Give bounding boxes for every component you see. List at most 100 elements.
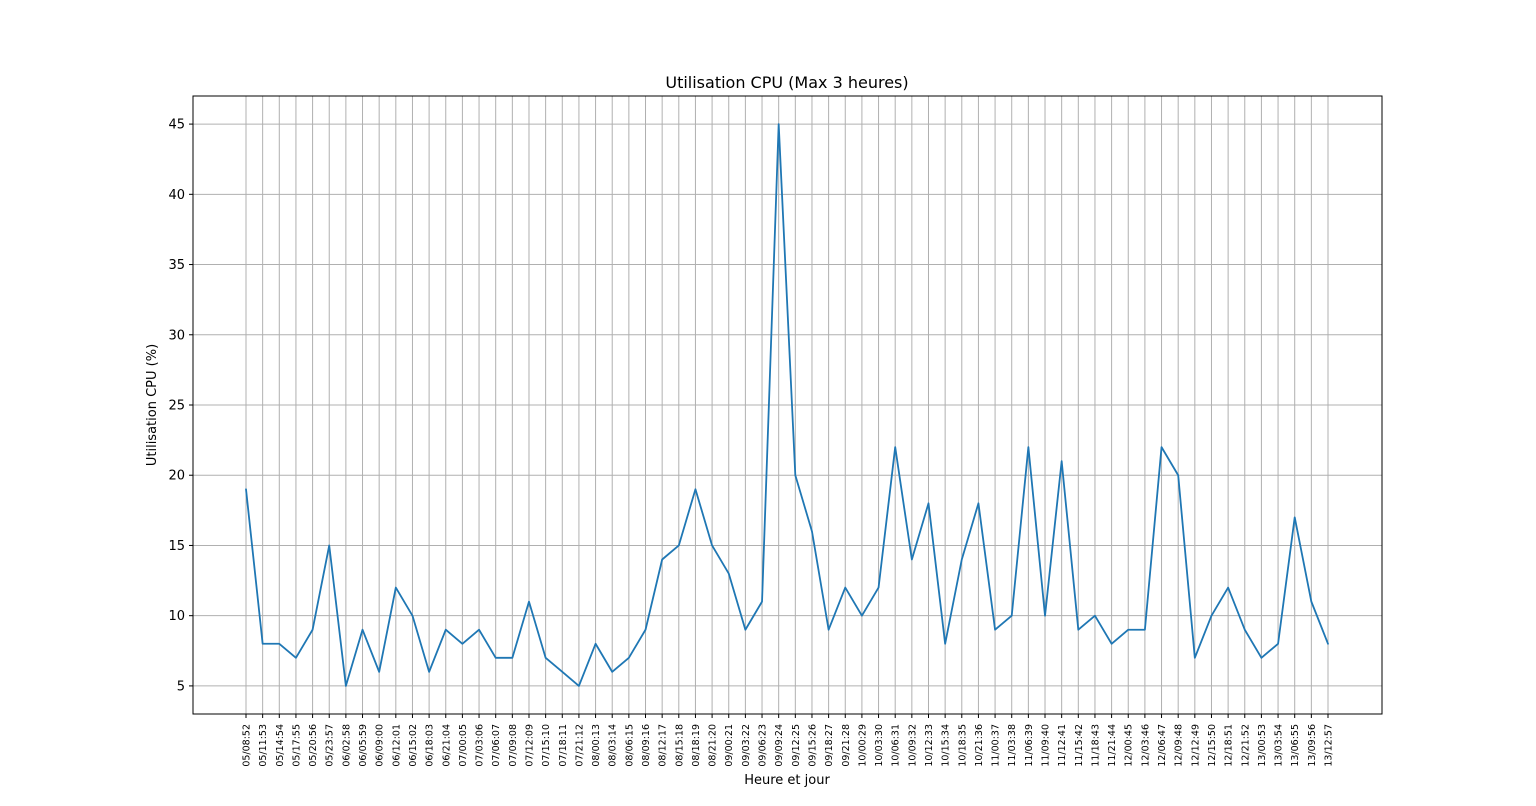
data-point <box>428 671 430 673</box>
x-tick-label: 08/00:13 <box>591 724 602 767</box>
x-tick-label: 11/06:39 <box>1024 724 1035 767</box>
data-point <box>595 643 597 645</box>
data-point <box>1310 601 1312 603</box>
x-tick-label: 09/03:22 <box>741 724 752 767</box>
x-tick-label: 08/15:18 <box>674 724 685 767</box>
x-axis-ticks: 05/08:52 05/11:53 05/14:54 05/17:55 05/20:56… <box>242 714 1335 767</box>
x-tick-label: 08/09:16 <box>641 724 652 767</box>
data-point <box>1077 629 1079 631</box>
x-tick-label: 09/09:24 <box>774 724 785 767</box>
data-point <box>1294 516 1296 518</box>
x-tick-label: 11/00:37 <box>991 724 1002 767</box>
data-point <box>844 587 846 589</box>
y-axis-label: Utilisation CPU (%) <box>145 344 160 466</box>
y-tick-label: 5 <box>177 679 185 694</box>
x-tick-label: 12/21:52 <box>1240 724 1251 767</box>
x-tick-label: 12/18:51 <box>1224 724 1235 767</box>
x-tick-label: 07/06:07 <box>491 724 502 767</box>
data-point <box>994 629 996 631</box>
y-tick-label: 20 <box>168 469 185 484</box>
y-tick-label: 25 <box>168 399 185 414</box>
x-tick-label: 07/12:09 <box>524 724 535 767</box>
x-tick-label: 12/12:49 <box>1190 724 1201 767</box>
chart-title: Utilisation CPU (Max 3 heures) <box>665 73 908 92</box>
x-tick-label: 13/09:56 <box>1307 724 1318 767</box>
x-tick-label: 11/21:44 <box>1107 724 1118 767</box>
data-point <box>778 123 780 125</box>
y-tick-label: 45 <box>168 118 185 133</box>
x-axis-label: Heure et jour <box>744 773 830 788</box>
data-point <box>511 657 513 659</box>
x-tick-label: 07/21:12 <box>574 724 585 767</box>
x-tick-label: 13/12:57 <box>1324 724 1335 767</box>
x-tick-label: 13/06:55 <box>1290 724 1301 767</box>
x-tick-label: 09/21:28 <box>841 724 852 767</box>
data-point <box>1111 643 1113 645</box>
y-tick-label: 10 <box>168 609 185 624</box>
data-point <box>262 643 264 645</box>
x-tick-label: 08/06:15 <box>624 724 635 767</box>
x-tick-label: 07/00:05 <box>458 724 469 767</box>
x-tick-label: 06/02:58 <box>341 724 352 767</box>
x-tick-label: 12/03:46 <box>1140 724 1151 767</box>
x-tick-label: 11/12:41 <box>1057 724 1068 767</box>
y-tick-label: 30 <box>168 328 185 343</box>
data-point <box>1011 615 1013 617</box>
x-tick-label: 10/09:32 <box>907 724 918 767</box>
data-point <box>561 671 563 673</box>
data-point <box>1094 615 1096 617</box>
data-point <box>495 657 497 659</box>
data-point <box>711 544 713 546</box>
x-tick-label: 10/15:34 <box>941 724 952 767</box>
x-tick-label: 12/00:45 <box>1124 724 1135 767</box>
data-point <box>794 474 796 476</box>
data-point <box>1194 657 1196 659</box>
x-tick-label: 12/15:50 <box>1207 724 1218 767</box>
series-layer <box>245 123 1329 687</box>
x-tick-label: 05/17:55 <box>291 724 302 767</box>
data-point <box>328 544 330 546</box>
data-point <box>811 530 813 532</box>
x-tick-label: 10/18:35 <box>957 724 968 767</box>
x-tick-label: 06/21:04 <box>441 724 452 767</box>
data-point <box>312 629 314 631</box>
x-tick-label: 13/00:53 <box>1257 724 1268 767</box>
x-tick-label: 09/12:25 <box>791 724 802 767</box>
x-tick-label: 08/18:19 <box>691 724 702 767</box>
data-point <box>878 587 880 589</box>
y-tick-label: 40 <box>168 188 185 203</box>
data-point <box>628 657 630 659</box>
x-tick-label: 07/03:06 <box>475 724 486 767</box>
x-tick-label: 10/00:29 <box>857 724 868 767</box>
data-point <box>661 559 663 561</box>
data-point <box>545 657 547 659</box>
x-tick-label: 06/09:00 <box>375 724 386 767</box>
x-tick-label: 05/14:54 <box>275 724 286 767</box>
data-point <box>828 629 830 631</box>
y-tick-label: 35 <box>168 258 185 273</box>
x-tick-label: 07/15:10 <box>541 724 552 767</box>
data-point <box>411 615 413 617</box>
x-tick-label: 09/18:27 <box>824 724 835 767</box>
data-point <box>977 502 979 504</box>
x-tick-label: 09/15:26 <box>807 724 818 767</box>
x-tick-label: 07/18:11 <box>558 724 569 767</box>
x-tick-label: 12/06:47 <box>1157 724 1168 767</box>
x-tick-label: 10/03:30 <box>874 724 885 767</box>
x-tick-label: 05/11:53 <box>258 724 269 767</box>
data-point <box>894 446 896 448</box>
data-point <box>245 488 247 490</box>
x-tick-label: 12/09:48 <box>1174 724 1185 767</box>
data-point <box>678 544 680 546</box>
data-point <box>694 488 696 490</box>
x-tick-label: 08/03:14 <box>608 724 619 767</box>
data-point <box>611 671 613 673</box>
data-point <box>728 573 730 575</box>
x-tick-label: 06/12:01 <box>391 724 402 767</box>
x-tick-label: 05/08:52 <box>242 724 253 767</box>
x-tick-label: 08/12:17 <box>658 724 669 767</box>
x-tick-label: 11/18:43 <box>1090 724 1101 767</box>
data-point <box>395 587 397 589</box>
x-tick-label: 07/09:08 <box>508 724 519 767</box>
